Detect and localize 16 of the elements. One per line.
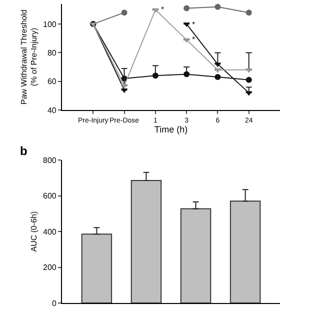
annotation: * (192, 20, 196, 29)
y-axis-title: AUC (0-6h) (30, 210, 39, 252)
y-tick-label: 100 (43, 20, 57, 29)
text: b (20, 144, 28, 158)
y-tick-label: 0 (52, 298, 57, 308)
x-axis-title: Time (h) (154, 124, 188, 134)
annotation: * (161, 5, 164, 14)
y-axis-title: Paw Withdrawal Threshold (% of Pre-Injury) (19, 9, 39, 105)
y-tick-label: 200 (43, 263, 57, 272)
y-tick-label: 40 (47, 106, 57, 115)
y-tick-label: 600 (43, 192, 57, 201)
y-tick-label: 60 (47, 77, 57, 86)
y-tick-label: 400 (43, 227, 57, 236)
annotation: * (192, 35, 196, 44)
y-tick-label: 80 (47, 48, 57, 58)
y-tick-label: 800 (43, 156, 57, 165)
